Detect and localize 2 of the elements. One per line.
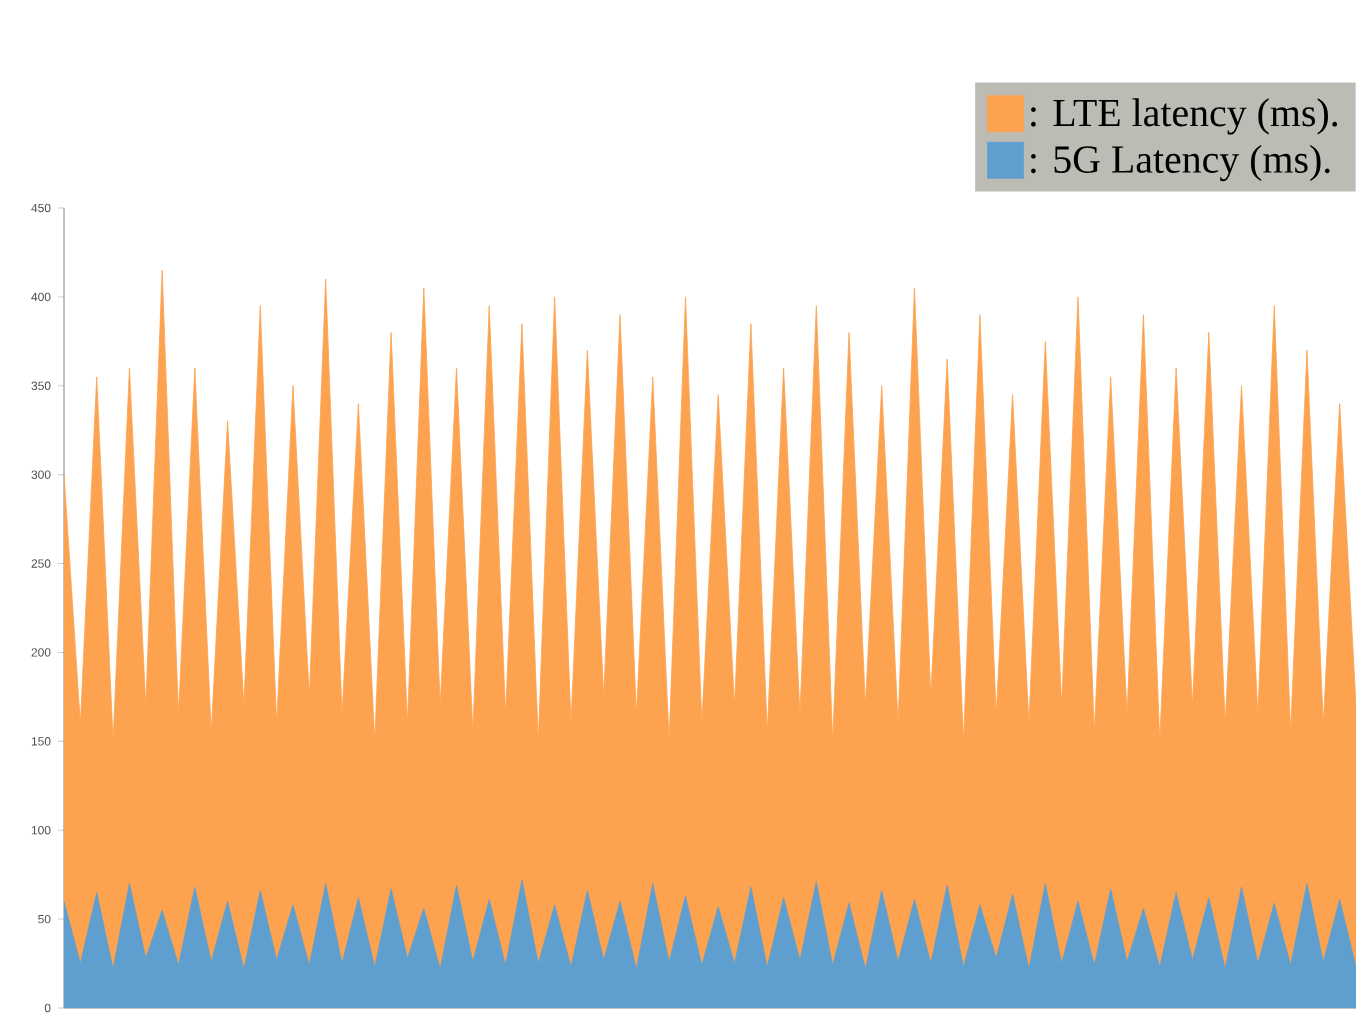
legend-label: : LTE latency (ms). — [1031, 98, 1338, 135]
legend-label: : 5G Latency (ms). — [1031, 144, 1330, 182]
